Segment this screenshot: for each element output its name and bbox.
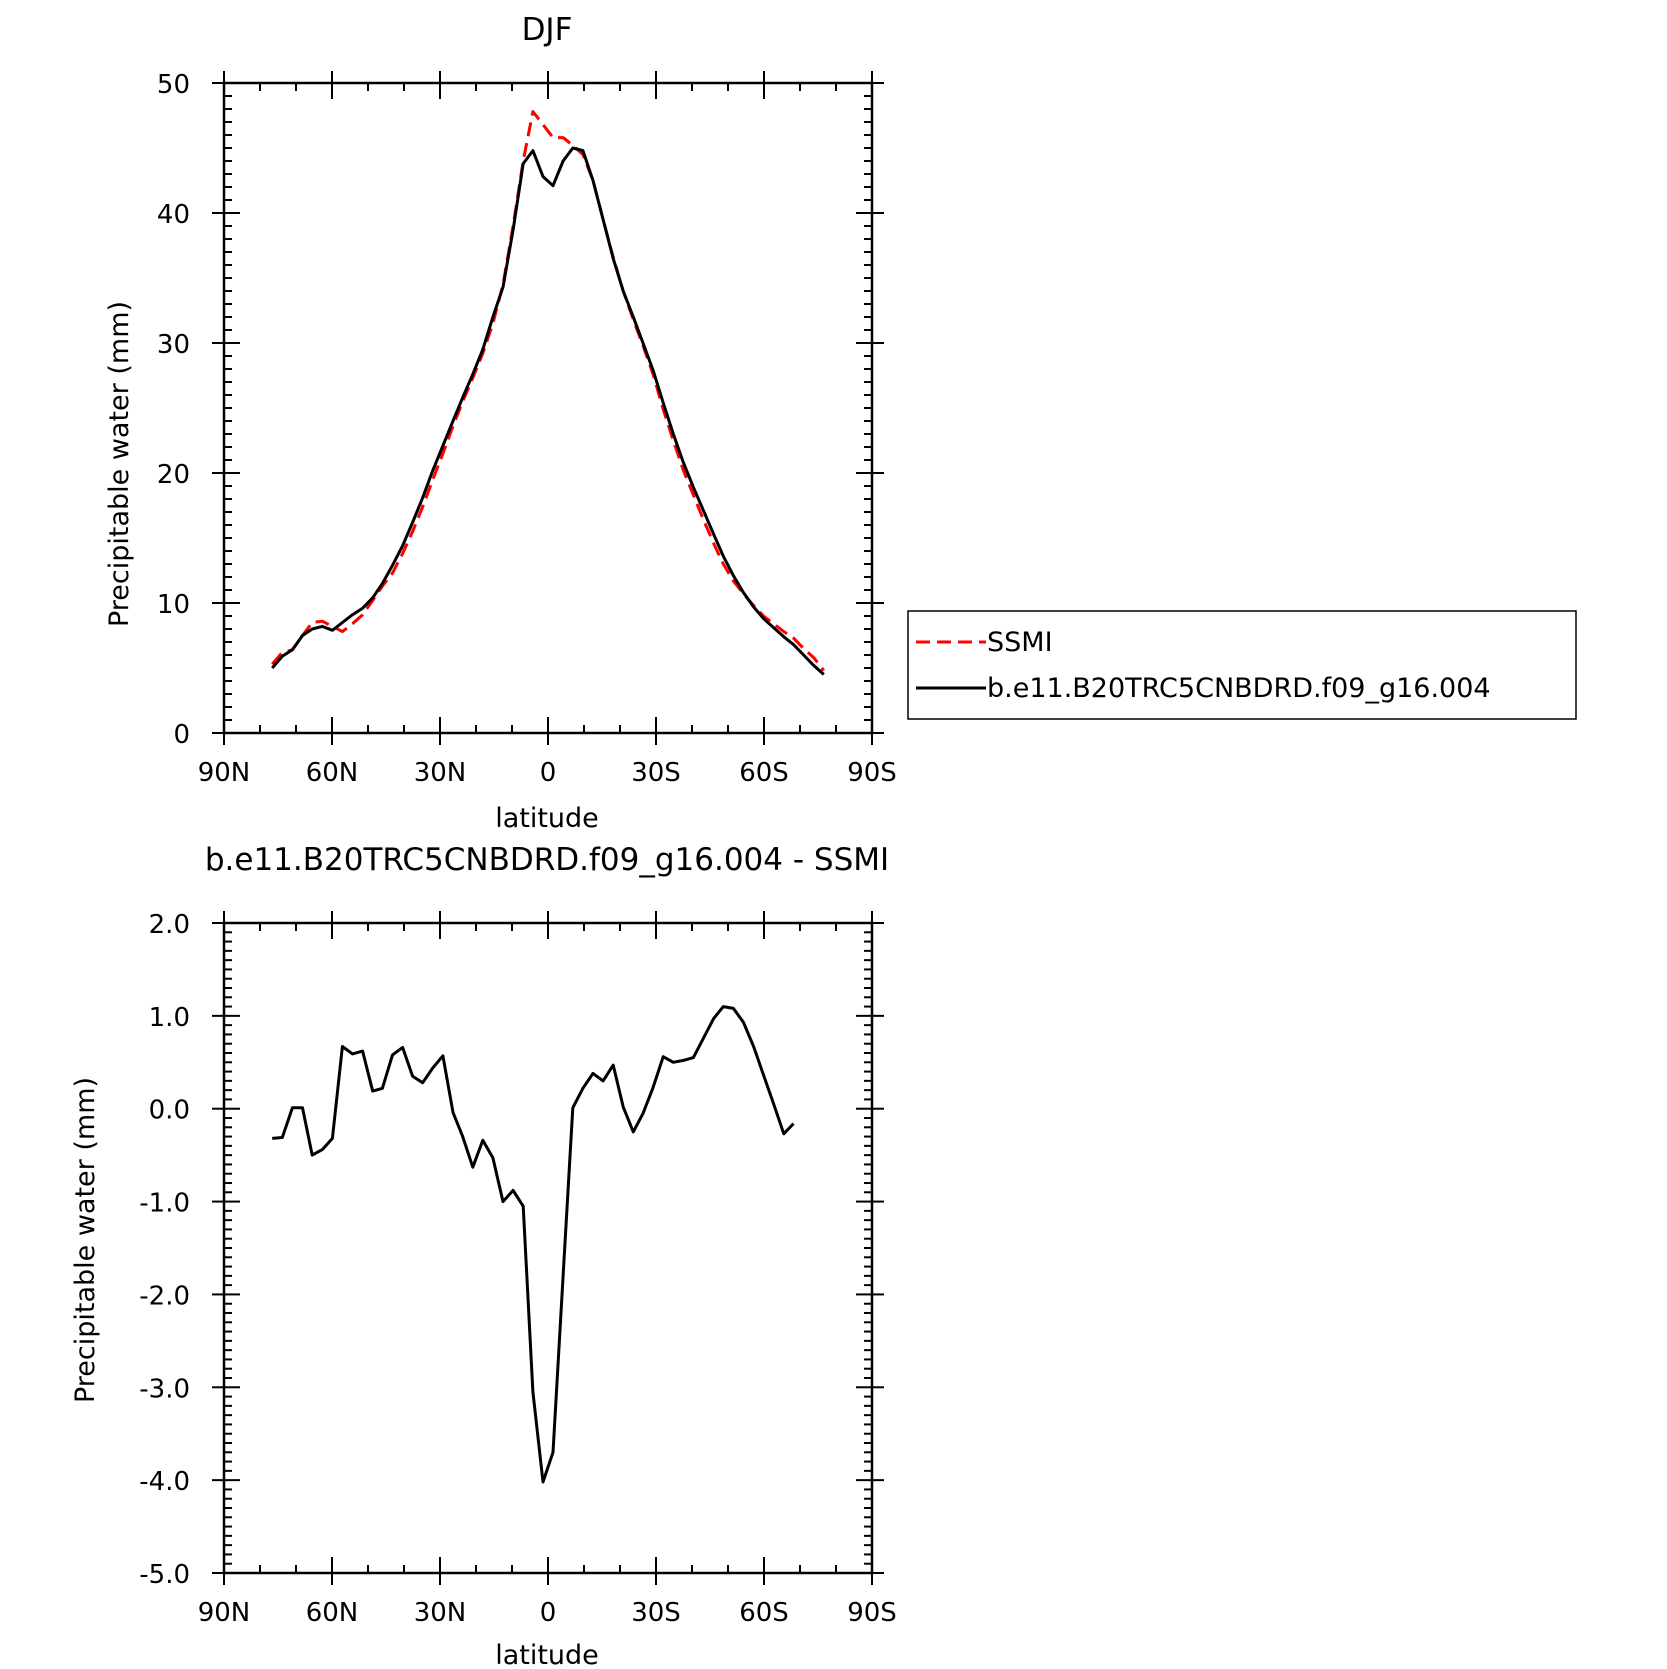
- difference-y-tick-label: 1.0: [149, 1003, 190, 1033]
- legend-label-ssmi: SSMI: [987, 627, 1053, 658]
- djf-y-tick-label: 20: [157, 460, 190, 490]
- djf-series-ssmi-line: [271, 110, 825, 672]
- difference-series-0-line: [272, 1005, 795, 1484]
- difference-x-tick-label: 30S: [631, 1598, 681, 1628]
- difference-y-axis-title: Precipitable water (mm): [70, 1077, 101, 1403]
- djf-y-tick-label: 30: [157, 330, 190, 360]
- djf-x-axis-title: latitude: [495, 803, 599, 834]
- difference-axes: 90N 60N 30N 0 30S 60S 90S 2.0 1.0 0.0 -1.0 -2.0 -3.0…: [139, 910, 897, 1628]
- difference-x-tick-label: 60S: [739, 1598, 789, 1628]
- djf-title: DJF: [522, 12, 573, 48]
- djf-x-tick-label: 30S: [631, 758, 681, 788]
- djf-y-tick-label: 40: [157, 200, 190, 230]
- djf-series: [271, 110, 825, 676]
- difference-x-tick-label: 30N: [414, 1598, 467, 1628]
- djf-y-axis-title: Precipitable water (mm): [104, 301, 135, 627]
- difference-y-tick-label: -5.0: [139, 1560, 190, 1590]
- legend-label-model: b.e11.B20TRC5CNBDRD.f09_g16.004: [987, 673, 1491, 704]
- difference-series: [272, 1005, 795, 1484]
- difference-y-tick-label: 0.0: [149, 1096, 190, 1126]
- djf-x-tick-label: 90N: [198, 758, 251, 788]
- difference-panel: b.e11.B20TRC5CNBDRD.f09_g16.004 - SSMI 9…: [70, 842, 897, 1669]
- legend: SSMI b.e11.B20TRC5CNBDRD.f09_g16.004: [907, 610, 1577, 720]
- djf-y-tick-label: 50: [157, 70, 190, 100]
- djf-x-tick-label: 30N: [414, 758, 467, 788]
- djf-axes: 90N 60N 30N 0 30S 60S 90S 0 10 20 30 40 50: [157, 70, 897, 788]
- difference-y-tick-label: 2.0: [149, 910, 190, 940]
- djf-y-tick-label: 10: [157, 590, 190, 620]
- difference-x-axis-title: latitude: [495, 1640, 599, 1669]
- djf-x-tick-label: 60N: [306, 758, 359, 788]
- djf-x-tick-label: 90S: [847, 758, 897, 788]
- difference-x-tick-label: 90N: [198, 1598, 251, 1628]
- djf-y-tick-label: 0: [173, 720, 190, 750]
- legend-box: [907, 610, 1577, 720]
- djf-x-tick-label: 60S: [739, 758, 789, 788]
- difference-y-tick-label: -2.0: [139, 1281, 190, 1311]
- djf-series-b-e11-b20trc5cnbdrd-f09-g16-004-line: [271, 146, 825, 676]
- difference-x-tick-label: 0: [540, 1598, 557, 1628]
- djf-x-tick-label: 0: [540, 758, 557, 788]
- djf-panel: DJF 90N 60N 30N 0 30S 60S 90S 0 10 20 30 40 50 latit…: [104, 12, 897, 834]
- difference-y-tick-label: -3.0: [139, 1374, 190, 1404]
- difference-y-tick-label: -1.0: [139, 1189, 190, 1219]
- difference-x-tick-label: 60N: [306, 1598, 359, 1628]
- difference-y-tick-label: -4.0: [139, 1467, 190, 1497]
- difference-title: b.e11.B20TRC5CNBDRD.f09_g16.004 - SSMI: [205, 842, 889, 878]
- difference-x-tick-label: 90S: [847, 1598, 897, 1628]
